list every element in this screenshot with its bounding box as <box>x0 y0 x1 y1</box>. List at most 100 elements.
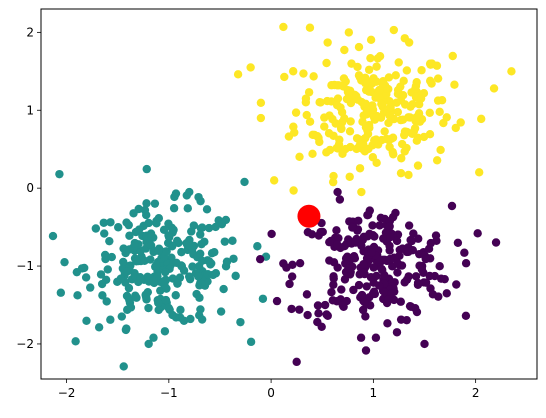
data-point <box>339 82 348 91</box>
data-point <box>194 272 203 281</box>
data-point <box>195 293 204 302</box>
data-point <box>105 236 114 246</box>
data-point <box>448 51 457 61</box>
data-point <box>99 218 108 227</box>
data-point <box>134 225 144 234</box>
data-point <box>402 66 412 75</box>
data-point <box>433 74 443 83</box>
data-point <box>73 291 82 300</box>
data-point <box>196 224 206 233</box>
data-point <box>172 258 181 268</box>
data-point <box>380 127 389 136</box>
data-point <box>404 272 413 281</box>
data-point <box>142 295 151 304</box>
data-point <box>409 229 418 238</box>
data-point <box>256 113 266 123</box>
data-point <box>372 158 381 168</box>
y-tick-label: 1 <box>26 103 34 117</box>
data-point <box>475 168 484 177</box>
data-point <box>348 223 357 232</box>
data-point <box>130 238 140 248</box>
data-point <box>119 257 128 267</box>
data-point <box>48 231 58 241</box>
data-point <box>333 94 343 103</box>
data-point <box>255 254 265 264</box>
data-point <box>320 300 330 310</box>
data-point <box>314 309 323 318</box>
data-point <box>347 59 356 68</box>
data-point <box>305 23 315 32</box>
data-point <box>333 240 342 249</box>
data-point <box>290 128 299 137</box>
data-point <box>371 333 381 342</box>
data-point <box>305 117 315 126</box>
data-point <box>425 271 434 281</box>
data-point <box>447 201 457 211</box>
data-point <box>344 264 353 273</box>
data-point <box>411 272 421 281</box>
data-point <box>426 238 436 248</box>
data-point <box>404 38 414 47</box>
data-point <box>322 96 332 106</box>
data-point <box>313 301 323 310</box>
data-point <box>341 144 350 154</box>
data-point <box>144 339 153 349</box>
y-tick-label: 2 <box>26 25 34 39</box>
data-point <box>393 107 403 117</box>
data-point <box>386 102 395 112</box>
data-point <box>473 229 482 238</box>
data-point <box>404 221 414 230</box>
data-point <box>372 62 381 71</box>
data-point <box>164 231 173 240</box>
data-point <box>152 261 161 270</box>
data-point <box>435 262 444 271</box>
data-point <box>385 241 394 251</box>
data-point <box>287 272 297 281</box>
data-point <box>282 263 291 272</box>
data-point <box>391 208 400 218</box>
data-point <box>354 71 364 80</box>
data-point <box>295 305 304 314</box>
data-point <box>189 221 199 230</box>
data-point <box>142 164 151 174</box>
data-point <box>368 105 378 114</box>
data-point <box>91 224 101 233</box>
data-point <box>117 312 127 321</box>
data-point <box>154 298 163 308</box>
data-point <box>346 86 355 96</box>
data-point <box>196 196 205 206</box>
data-point <box>285 279 294 289</box>
data-point <box>357 241 366 250</box>
data-point <box>106 315 115 324</box>
points-layer <box>48 22 516 371</box>
data-point <box>129 209 138 218</box>
data-point <box>60 257 69 267</box>
data-point <box>361 346 371 355</box>
data-point <box>413 133 423 142</box>
data-point <box>329 280 338 289</box>
data-point <box>400 100 410 109</box>
data-point <box>188 262 197 271</box>
data-point <box>375 85 384 95</box>
data-point <box>240 177 249 187</box>
data-point <box>340 45 349 55</box>
data-point <box>367 248 376 257</box>
data-point <box>364 65 374 74</box>
data-point <box>357 290 367 300</box>
data-point <box>210 247 219 257</box>
data-point <box>439 118 448 128</box>
data-point <box>388 147 397 157</box>
x-tick-label: −2 <box>58 386 76 400</box>
x-tick-label: 2 <box>472 386 480 400</box>
data-point <box>107 252 116 262</box>
data-point <box>396 115 406 125</box>
data-point <box>202 205 212 214</box>
data-point <box>253 242 262 251</box>
data-point <box>383 319 392 328</box>
data-point <box>410 124 420 133</box>
data-point <box>376 213 386 223</box>
data-point <box>400 278 409 287</box>
data-point <box>491 238 501 247</box>
data-point <box>366 53 375 63</box>
